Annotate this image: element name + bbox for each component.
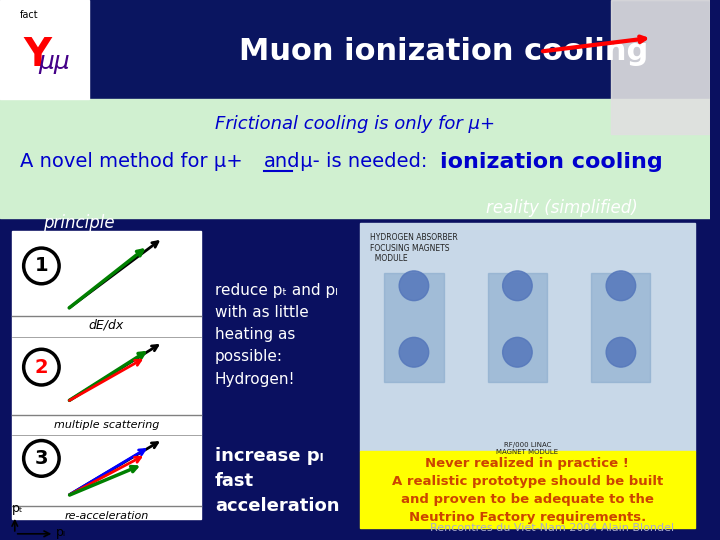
Circle shape	[503, 271, 532, 301]
Bar	[611, 0, 710, 134]
Text: Y: Y	[24, 36, 51, 73]
Bar	[89, 0, 710, 99]
Bar	[0, 0, 89, 99]
Text: and: and	[264, 152, 301, 171]
Text: multiple scattering: multiple scattering	[54, 420, 159, 430]
Circle shape	[399, 271, 428, 301]
Text: RF/000 LINAC
MAGNET MODULE: RF/000 LINAC MAGNET MODULE	[496, 442, 558, 455]
Bar	[12, 231, 201, 519]
Circle shape	[24, 441, 59, 476]
Text: dE/dx: dE/dx	[89, 319, 124, 332]
Circle shape	[24, 349, 59, 385]
Bar	[360, 451, 695, 528]
Bar	[591, 273, 650, 382]
Circle shape	[399, 338, 428, 367]
Text: fact: fact	[19, 10, 38, 20]
Text: pₜ: pₜ	[12, 502, 24, 515]
Text: reality (simplified): reality (simplified)	[486, 199, 638, 218]
Circle shape	[606, 338, 636, 367]
Text: Never realized in practice !
A realistic prototype should be built
and proven to: Never realized in practice ! A realistic…	[392, 457, 663, 524]
Text: reduce pₜ and pₗ
with as little
heating as
possible:
Hydrogen!: reduce pₜ and pₗ with as little heating …	[215, 283, 338, 387]
Text: 3: 3	[35, 449, 48, 468]
Text: HYDROGEN ABSORBER
FOCUSING MAGNETS
  MODULE: HYDROGEN ABSORBER FOCUSING MAGNETS MODUL…	[369, 233, 457, 263]
Circle shape	[24, 248, 59, 284]
Text: μμ: μμ	[38, 50, 70, 73]
Circle shape	[606, 271, 636, 301]
Text: ionization cooling: ionization cooling	[439, 152, 662, 172]
Text: μ- is needed:: μ- is needed:	[294, 152, 433, 171]
Bar	[0, 99, 710, 218]
Text: 1: 1	[35, 256, 48, 275]
Text: re-acceleration: re-acceleration	[64, 511, 148, 521]
Text: pₗ: pₗ	[56, 526, 66, 539]
Text: principle: principle	[43, 214, 114, 232]
Bar	[488, 273, 547, 382]
Text: increase pₗ
fast
acceleration: increase pₗ fast acceleration	[215, 447, 339, 515]
Text: Muon ionization cooling: Muon ionization cooling	[239, 37, 648, 66]
Bar	[384, 273, 444, 382]
Text: 2: 2	[35, 357, 48, 376]
Bar	[360, 223, 695, 451]
Text: Rencontres du Viet-Nam 2004 Alain Blondel: Rencontres du Viet-Nam 2004 Alain Blonde…	[430, 523, 674, 533]
Circle shape	[503, 338, 532, 367]
Text: Frictional cooling is only for μ+: Frictional cooling is only for μ+	[215, 115, 495, 133]
Text: A novel method for μ+: A novel method for μ+	[19, 152, 248, 171]
